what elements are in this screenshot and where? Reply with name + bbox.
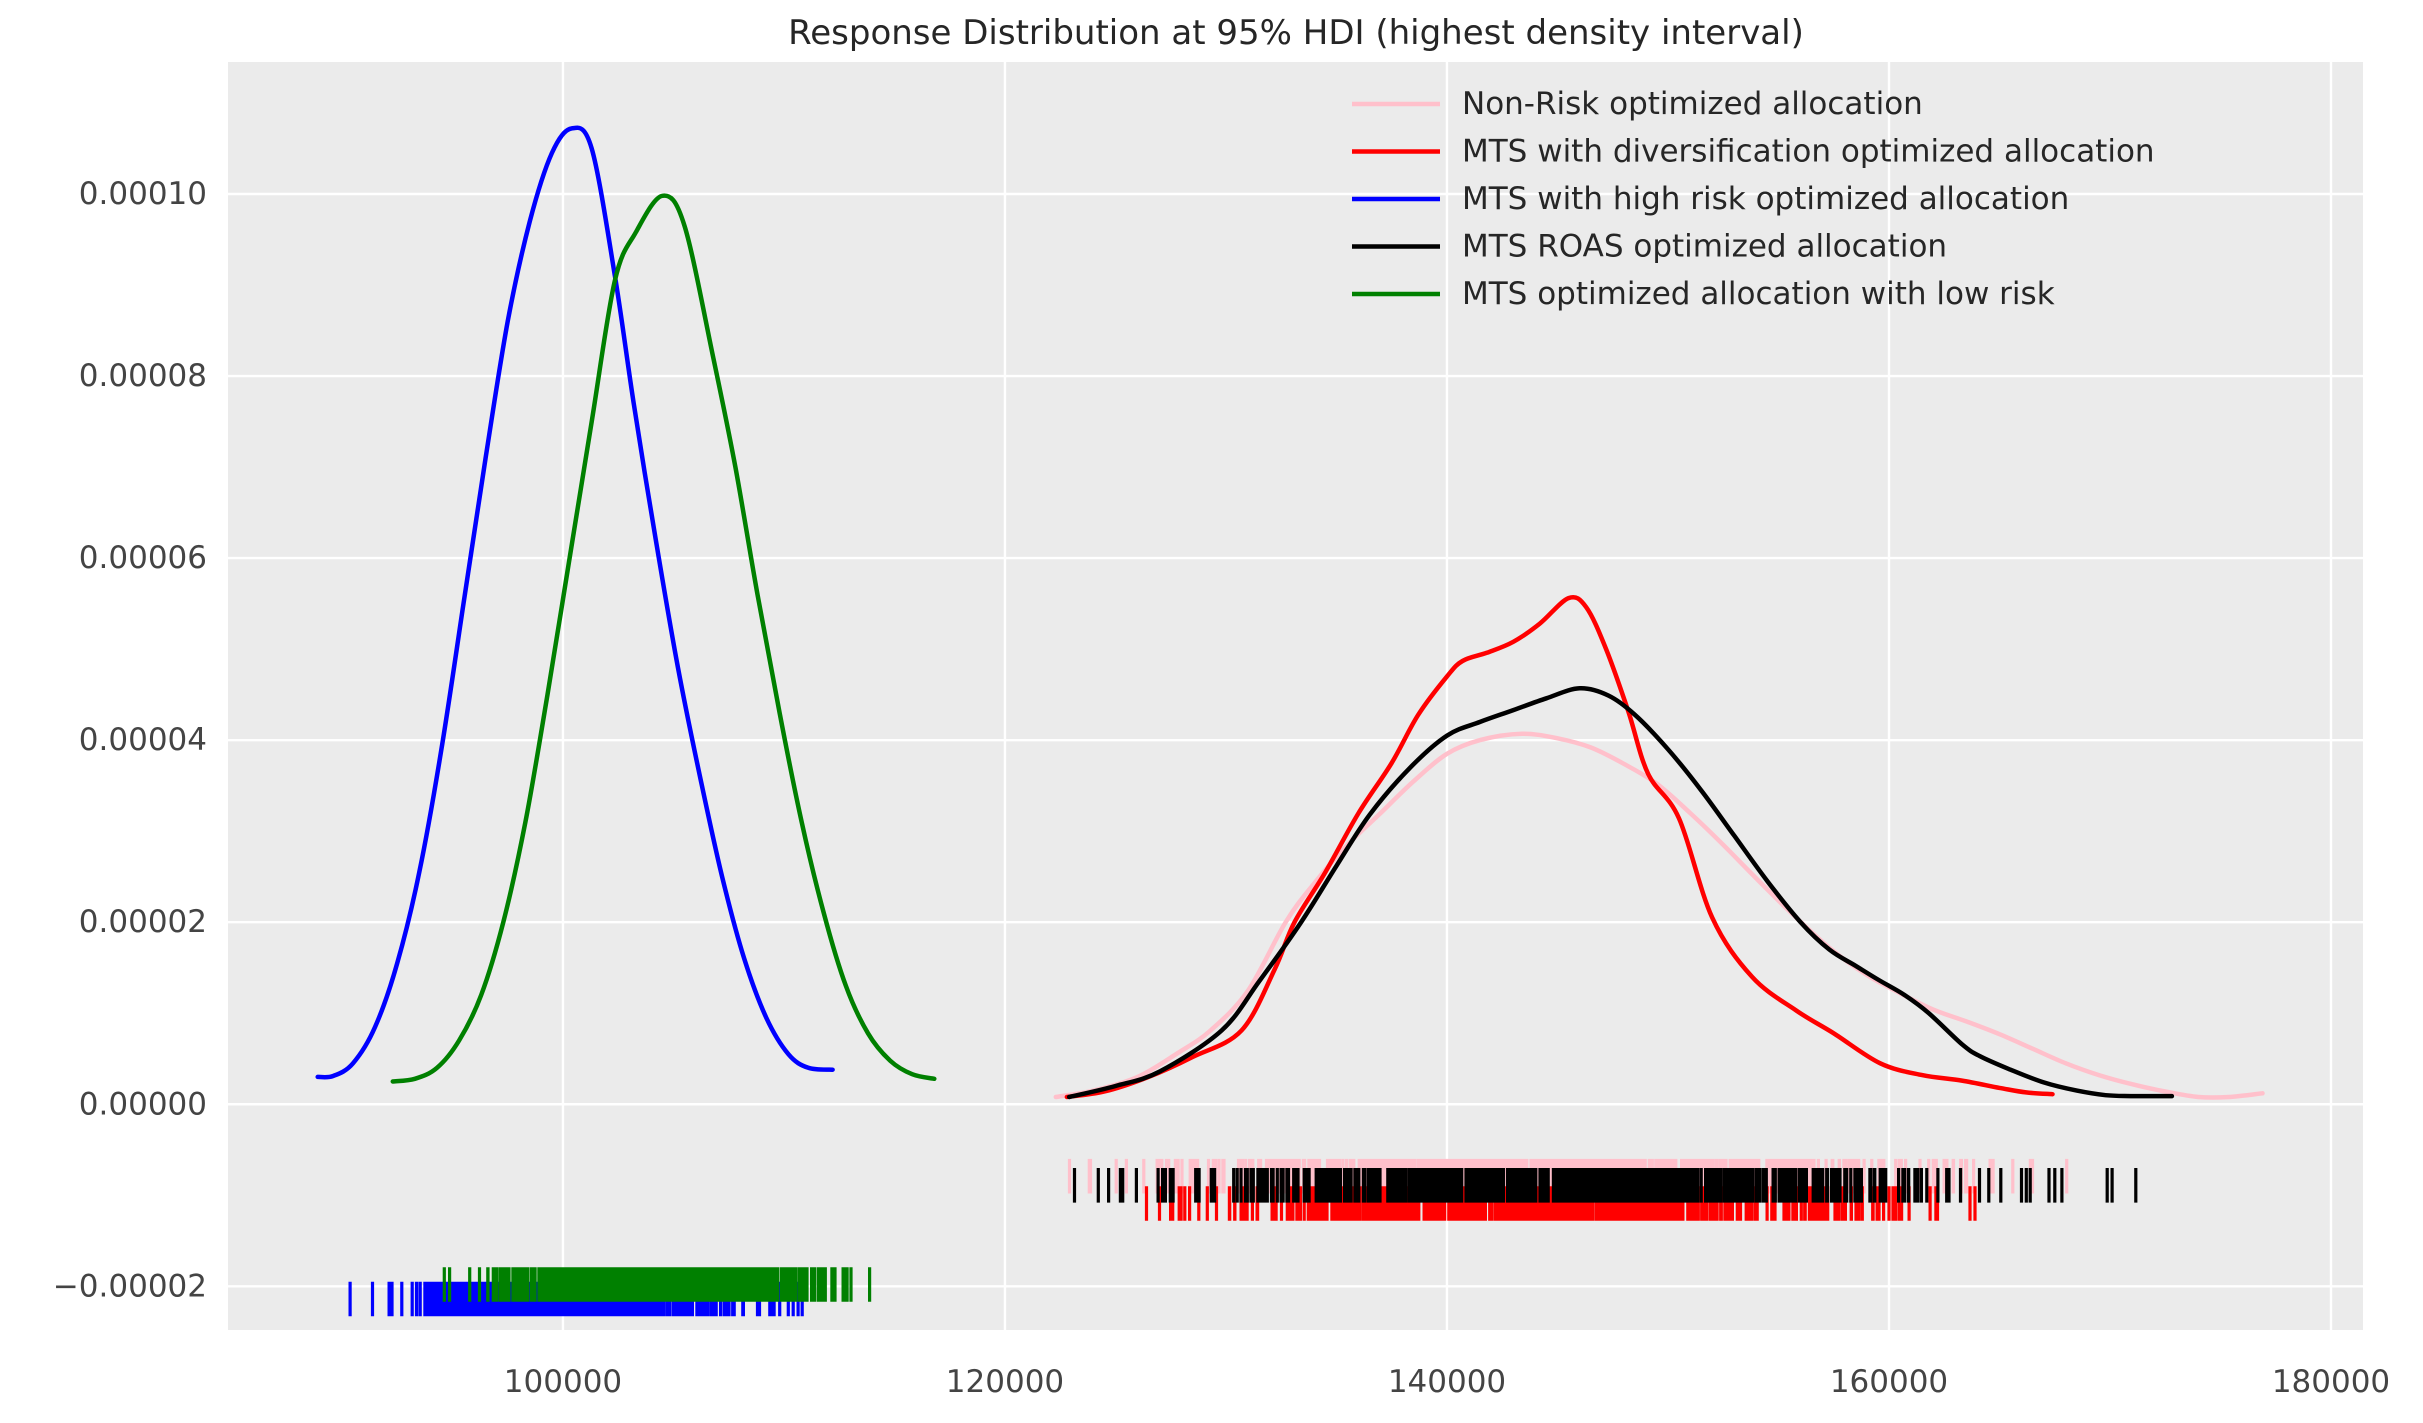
legend-item: Non-Risk optimized allocation: [1352, 86, 1923, 122]
chart-title: Response Distribution at 95% HDI (highes…: [788, 13, 1804, 53]
axis-tick-labels: 100000 120000 140000 160000 180000 0.00010 0.0…: [53, 176, 2390, 1400]
y-axis-tick-label: 0.00006: [79, 540, 207, 576]
x-axis-tick-label: 180000: [2272, 1364, 2390, 1400]
y-axis-tick-label: 0.00000: [79, 1086, 207, 1122]
legend-item: MTS ROAS optimized allocation: [1352, 229, 1947, 265]
x-axis-tick-label: 160000: [1830, 1364, 1948, 1400]
kde-curve: [1064, 594, 2055, 1100]
kde-curve: [1066, 686, 2175, 1100]
rug-ticks: [1144, 1186, 1977, 1221]
legend-label: Non-Risk optimized allocation: [1462, 86, 1923, 122]
y-axis-tick-label: 0.00004: [79, 722, 207, 758]
legend-label: MTS optimized allocation with low risk: [1462, 276, 2055, 312]
y-axis-tick-label: −0.00002: [53, 1268, 207, 1304]
y-axis-tick-label: 0.00008: [79, 358, 207, 394]
x-axis-tick-label: 120000: [946, 1364, 1064, 1400]
legend-item: MTS with high risk optimized allocation: [1352, 181, 2069, 217]
y-axis-tick-label: 0.00002: [79, 904, 207, 940]
legend-item: MTS with diversification optimized alloc…: [1352, 134, 2155, 170]
legend: Non-Risk optimized allocation MTS with di…: [1352, 86, 2155, 312]
legend-label: MTS with diversification optimized alloc…: [1462, 134, 2155, 170]
rug-plots: [348, 1158, 2138, 1317]
y-axis-tick-label: 0.00010: [79, 176, 207, 212]
rug-ticks: [442, 1267, 872, 1302]
kde-curve: [390, 193, 937, 1084]
plot-background: [228, 62, 2363, 1330]
legend-label: MTS with high risk optimized allocation: [1462, 181, 2069, 217]
kde-curves: [315, 125, 2265, 1100]
kde-curve: [1053, 731, 2265, 1100]
plot-area: [228, 62, 2363, 1330]
legend-label: MTS ROAS optimized allocation: [1462, 229, 1947, 265]
legend-item: MTS optimized allocation with low risk: [1352, 276, 2055, 312]
rug-ticks: [1072, 1168, 2138, 1203]
x-axis-tick-label: 100000: [504, 1364, 622, 1400]
x-axis-tick-label: 140000: [1388, 1364, 1506, 1400]
kde-curve: [315, 125, 835, 1080]
